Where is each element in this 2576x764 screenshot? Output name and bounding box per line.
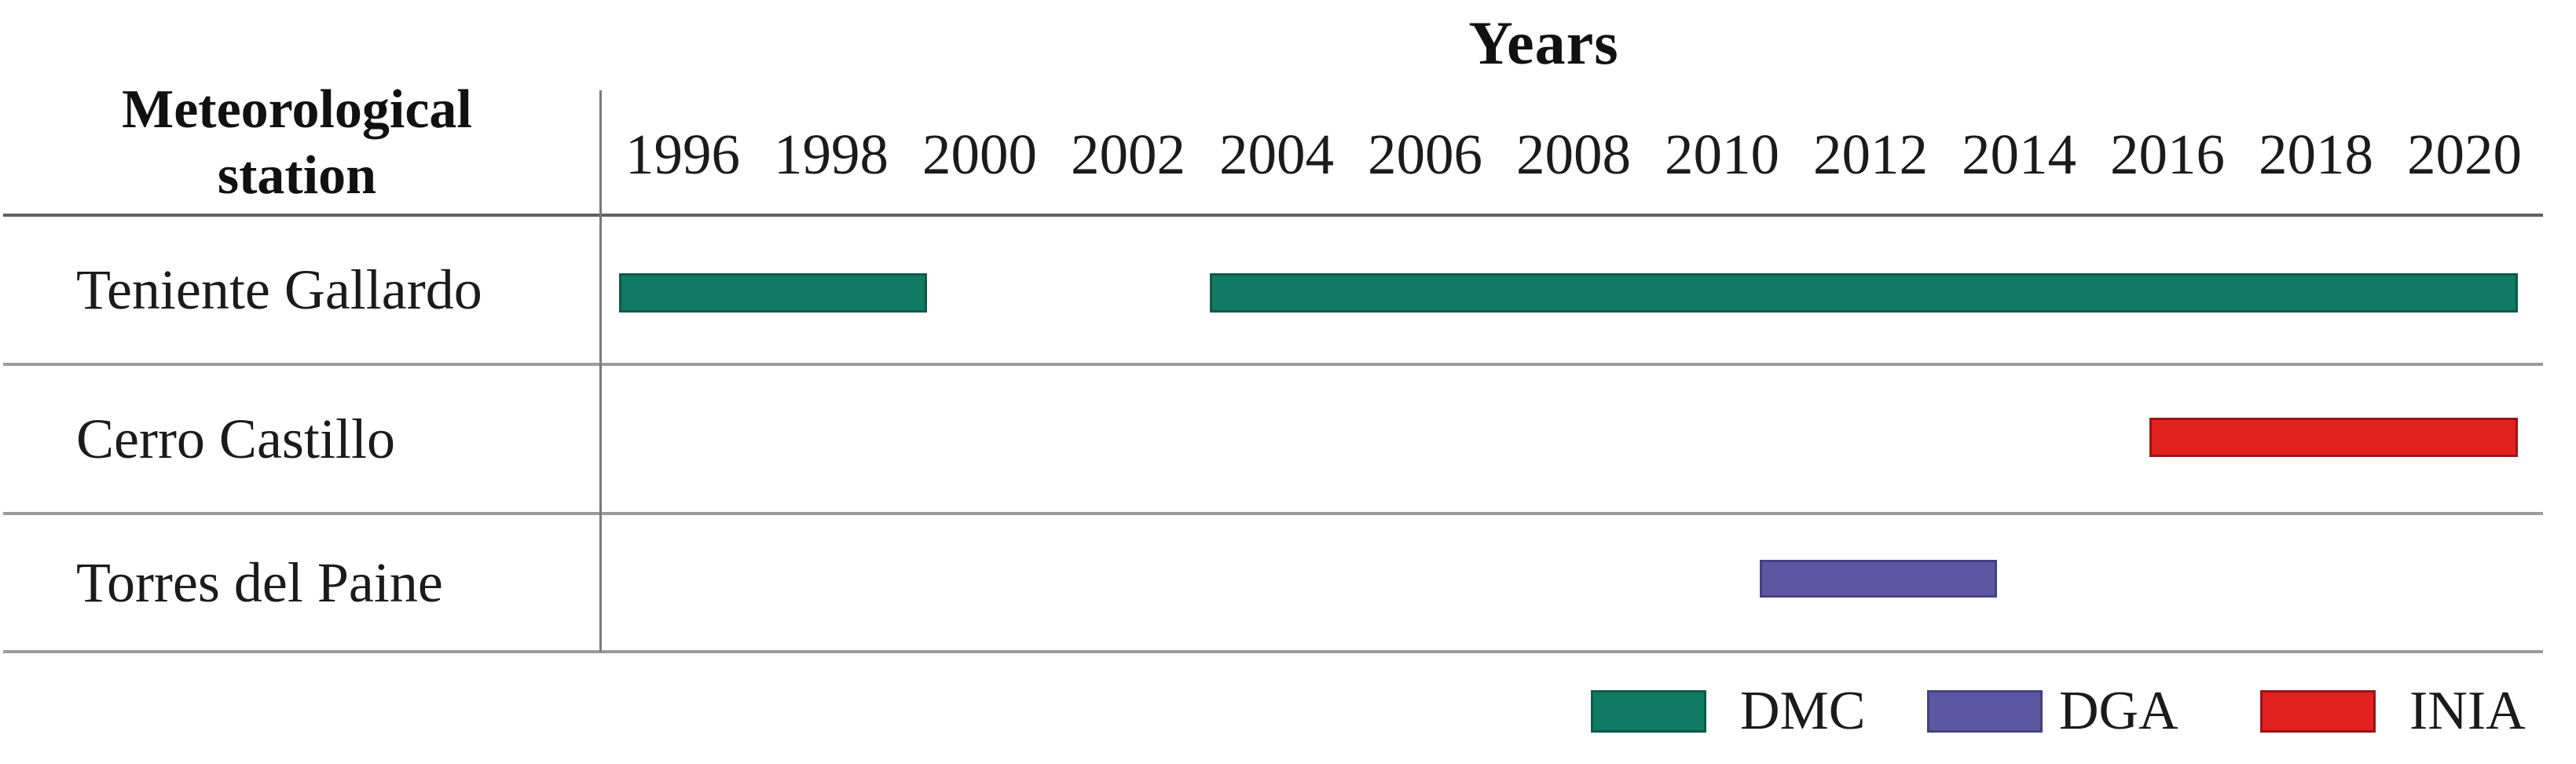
availability-bar-teniente-gallardo-dmc-2 xyxy=(1209,273,2519,313)
year-tick-label-1996: 1996 xyxy=(625,122,740,186)
year-tick-label-2000: 2000 xyxy=(922,122,1037,186)
availability-bar-teniente-gallardo-dmc-1 xyxy=(618,273,927,313)
year-tick-label-2006: 2006 xyxy=(1368,122,1482,186)
availability-bar-cerro-castillo-inia-1 xyxy=(2149,418,2519,457)
availability-bar-torres-del-paine-dga-1 xyxy=(1760,560,1997,598)
year-tick-label-2018: 2018 xyxy=(2259,122,2373,186)
year-tick-label-2008: 2008 xyxy=(1516,122,1631,186)
header-separator-line xyxy=(3,214,2543,217)
station-label-cerro-castillo: Cerro Castillo xyxy=(76,408,395,470)
year-tick-label-2012: 2012 xyxy=(1813,122,1928,186)
legend-swatch-dmc xyxy=(1591,690,1706,733)
year-tick-label-2010: 2010 xyxy=(1665,122,1779,186)
legend-swatch-dga xyxy=(1927,690,2043,733)
row-separator-line-2 xyxy=(3,512,2543,515)
legend-label-inia: INIA xyxy=(2409,681,2526,741)
left-axis-line xyxy=(599,90,602,652)
year-tick-label-2014: 2014 xyxy=(1962,122,2076,186)
year-tick-label-2016: 2016 xyxy=(2110,122,2225,186)
row-separator-line-3 xyxy=(3,650,2543,653)
station-label-teniente-gallardo: Teniente Gallardo xyxy=(76,258,482,321)
legend-label-dga: DGA xyxy=(2059,681,2178,741)
year-tick-label-2020: 2020 xyxy=(2407,122,2522,186)
year-tick-label-2002: 2002 xyxy=(1071,122,1185,186)
chart-title: Years xyxy=(1468,9,1619,77)
year-tick-label-1998: 1998 xyxy=(774,122,889,186)
legend-swatch-inia xyxy=(2260,690,2376,733)
legend-label-dmc: DMC xyxy=(1740,681,1866,741)
row-axis-header: Meteorological station xyxy=(122,79,472,206)
year-tick-label-2004: 2004 xyxy=(1219,122,1334,186)
station-label-torres-del-paine: Torres del Paine xyxy=(76,551,443,614)
row-separator-line-1 xyxy=(3,363,2543,366)
